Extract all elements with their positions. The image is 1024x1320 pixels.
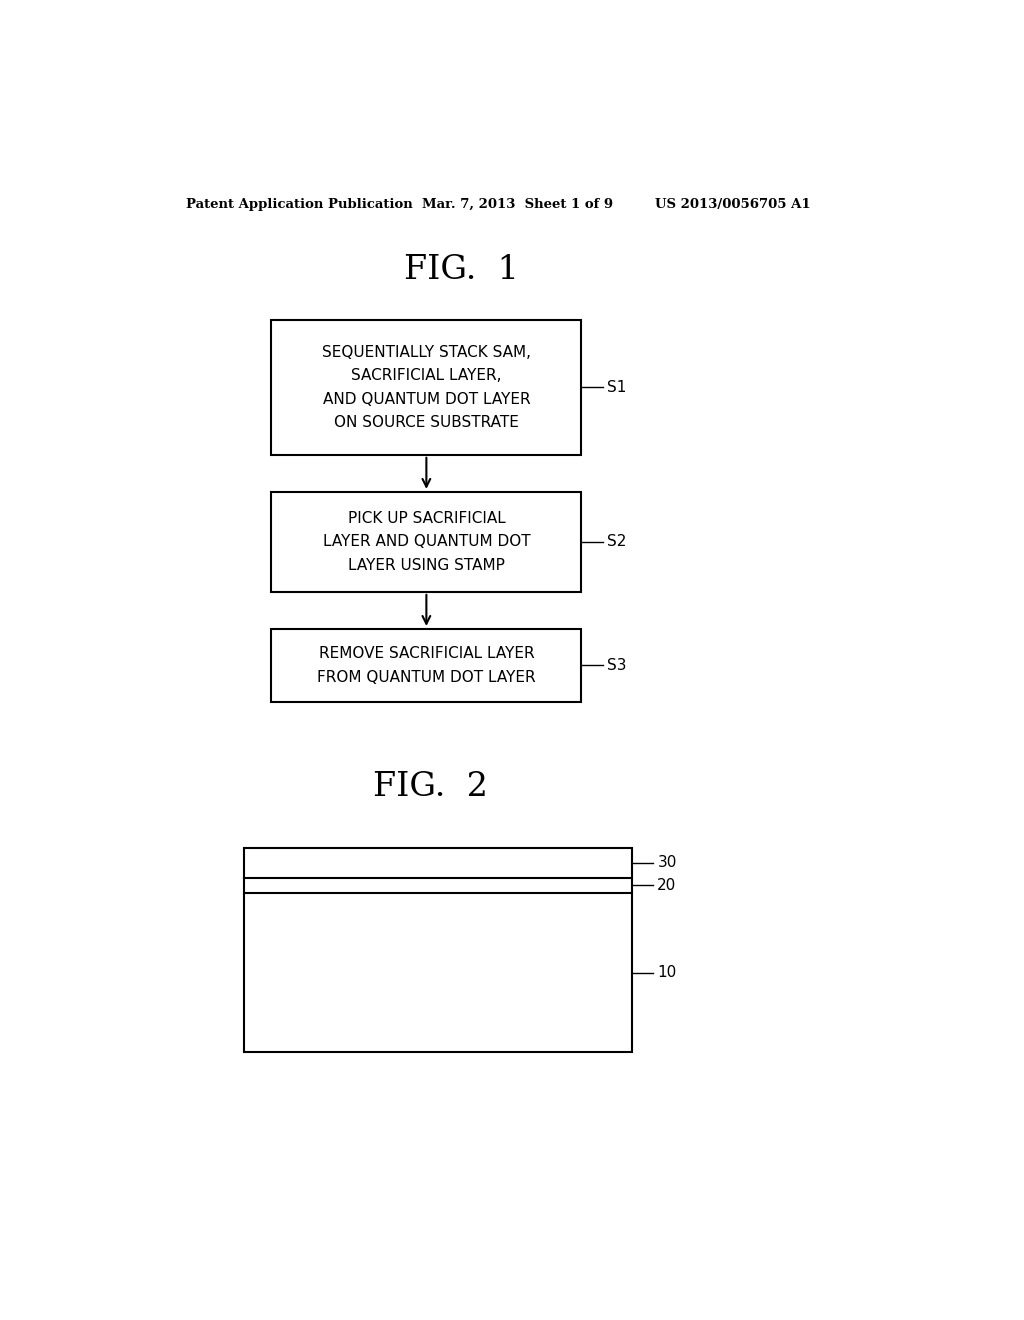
- Text: US 2013/0056705 A1: US 2013/0056705 A1: [655, 198, 811, 211]
- Text: PICK UP SACRIFICIAL
LAYER AND QUANTUM DOT
LAYER USING STAMP: PICK UP SACRIFICIAL LAYER AND QUANTUM DO…: [323, 511, 530, 573]
- FancyBboxPatch shape: [271, 628, 582, 702]
- Text: FIG.  1: FIG. 1: [403, 253, 519, 286]
- Text: 30: 30: [657, 855, 677, 870]
- Text: S3: S3: [607, 657, 627, 673]
- FancyBboxPatch shape: [271, 492, 582, 591]
- Text: REMOVE SACRIFICIAL LAYER
FROM QUANTUM DOT LAYER: REMOVE SACRIFICIAL LAYER FROM QUANTUM DO…: [317, 647, 536, 685]
- FancyBboxPatch shape: [245, 849, 632, 1052]
- Text: Mar. 7, 2013  Sheet 1 of 9: Mar. 7, 2013 Sheet 1 of 9: [423, 198, 613, 211]
- Text: S2: S2: [607, 535, 627, 549]
- Text: 10: 10: [657, 965, 677, 981]
- Text: 20: 20: [657, 878, 677, 892]
- Text: SEQUENTIALLY STACK SAM,
SACRIFICIAL LAYER,
AND QUANTUM DOT LAYER
ON SOURCE SUBST: SEQUENTIALLY STACK SAM, SACRIFICIAL LAYE…: [322, 345, 530, 430]
- Text: FIG.  2: FIG. 2: [373, 771, 487, 803]
- Text: S1: S1: [607, 380, 627, 395]
- FancyBboxPatch shape: [271, 321, 582, 455]
- Text: Patent Application Publication: Patent Application Publication: [186, 198, 413, 211]
